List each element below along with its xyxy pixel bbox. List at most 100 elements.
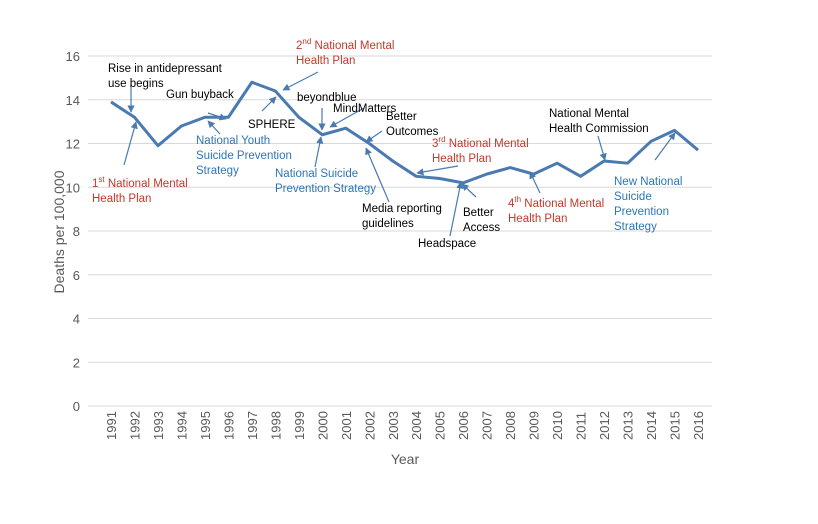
x-tick-label: 2008 xyxy=(503,411,518,440)
x-tick-label: 2002 xyxy=(362,411,377,440)
x-tick-label: 2011 xyxy=(574,412,589,440)
x-tick-label: 2005 xyxy=(433,411,448,440)
x-tick-label: 1996 xyxy=(221,411,236,440)
annotation: MindMatters xyxy=(329,103,397,128)
series-line xyxy=(110,80,699,185)
annotation-arrow xyxy=(597,135,607,161)
annotation-arrow xyxy=(123,121,138,166)
y-tick-label: 10 xyxy=(66,180,80,195)
annotation-text: 4th National Mental xyxy=(508,195,604,210)
x-tick-label: 2006 xyxy=(456,411,471,440)
y-tick-label: 8 xyxy=(73,224,80,239)
x-tick-label: 1992 xyxy=(127,411,142,440)
annotation-arrow xyxy=(282,71,319,91)
data-points xyxy=(110,82,699,183)
y-tick-label: 14 xyxy=(66,93,80,108)
x-tick-label: 2001 xyxy=(339,411,354,440)
annotation: 1st National Mental Health Plan xyxy=(92,121,188,205)
annotation-text: Prevention Strategy xyxy=(275,183,376,195)
annotation-text: beyondblue xyxy=(297,92,356,104)
y-tick-label: 16 xyxy=(66,49,80,64)
annotation-arrow xyxy=(207,120,221,135)
annotation-text: use begins xyxy=(108,78,164,90)
annotation-arrow xyxy=(207,112,227,121)
annotation: National Youth Suicide Prevention Strategy xyxy=(196,120,292,177)
annotation-text: SPHERE xyxy=(248,119,296,131)
annotation-text: Health Plan xyxy=(296,55,355,67)
annotation-arrow xyxy=(461,183,477,198)
x-tick-label: 2004 xyxy=(409,411,424,440)
x-tick-label: 2000 xyxy=(315,411,330,440)
annotation: Better Outcomes xyxy=(365,111,439,143)
annotation-text: New National xyxy=(614,176,682,188)
annotation-text: Rise in antidepressant xyxy=(108,63,223,75)
x-tick-label: 2012 xyxy=(597,411,612,440)
annotation-text: Strategy xyxy=(614,221,657,233)
annotation-text: National Suicide xyxy=(275,168,358,180)
annotation-text: Health Plan xyxy=(508,213,567,225)
y-tick-label: 0 xyxy=(73,399,80,414)
annotation: Gun buyback xyxy=(166,89,234,121)
x-tick-label: 2013 xyxy=(621,411,636,440)
annotation-arrow xyxy=(529,171,541,194)
x-tick-label: 1994 xyxy=(174,411,189,440)
annotation: New National Suicide Prevention Strategy xyxy=(614,132,682,233)
annotation: 4th National Mental Health Plan xyxy=(508,171,604,225)
annotation: Rise in antidepressant use begins xyxy=(108,63,223,113)
annotation-text: 3rd National Mental xyxy=(432,135,529,150)
annotation: 3rd National Mental Health Plan xyxy=(416,135,529,176)
x-tick-label: 2009 xyxy=(527,411,542,440)
y-tick-label: 2 xyxy=(73,355,80,370)
y-tick-label: 12 xyxy=(66,137,80,152)
annotation-text: guidelines xyxy=(362,218,414,230)
gridlines xyxy=(88,55,712,407)
annotation-text: 2nd National Mental xyxy=(296,37,394,52)
annotation-arrow xyxy=(329,107,365,128)
annotation-text: Better xyxy=(386,111,417,123)
annotation: Headspace xyxy=(418,181,476,250)
annotation-text: National Youth xyxy=(196,135,270,147)
x-tick-label: 1995 xyxy=(198,411,213,440)
x-tick-label: 1999 xyxy=(292,411,307,440)
annotation-text: Health Plan xyxy=(92,193,151,205)
x-tick-label: 2007 xyxy=(480,411,495,440)
x-axis-ticks: 1991 1992 1993 1994 1995 1996 1997 1998 1999 2000… xyxy=(104,411,706,440)
annotation-text: Health Commission xyxy=(549,123,649,135)
y-axis-label: Deaths per 100,000 xyxy=(51,170,67,293)
annotation-text: Suicide xyxy=(614,191,652,203)
annotation: 2nd National Mental Health Plan xyxy=(282,37,394,91)
x-tick-label: 1993 xyxy=(151,411,166,440)
annotation: beyondblue xyxy=(297,92,356,131)
x-tick-label: 1998 xyxy=(268,411,283,440)
x-tick-label: 2015 xyxy=(668,411,683,440)
annotation-arrow xyxy=(261,96,277,112)
x-axis-label: Year xyxy=(391,451,420,467)
x-tick-label: 2014 xyxy=(644,411,659,440)
annotation-arrow xyxy=(365,130,383,143)
x-tick-label: 2010 xyxy=(550,411,565,440)
annotation-text: Health Plan xyxy=(432,153,491,165)
annotation-text: 1st National Mental xyxy=(92,175,188,190)
annotation: SPHERE xyxy=(248,96,296,131)
annotation-text: Prevention xyxy=(614,206,669,218)
x-tick-label: 2016 xyxy=(691,411,706,440)
x-tick-label: 2003 xyxy=(386,411,401,440)
y-tick-label: 6 xyxy=(73,268,80,283)
x-tick-label: 1991 xyxy=(104,411,119,440)
annotation-text: Headspace xyxy=(418,238,476,250)
annotation-text: Better xyxy=(463,207,494,219)
annotation-arrow xyxy=(416,165,459,176)
y-tick-label: 4 xyxy=(73,312,80,327)
annotation-text: Suicide Prevention xyxy=(196,150,292,162)
annotation-text: National Mental xyxy=(549,108,629,120)
annotation-arrow xyxy=(365,147,390,203)
annotation: Media reporting guidelines xyxy=(362,147,442,230)
annotation-text: Access xyxy=(463,222,500,234)
annotation-arrow xyxy=(314,136,324,168)
annotation: National Suicide Prevention Strategy xyxy=(275,136,376,195)
annotations: Rise in antidepressant use begins 1st Nati… xyxy=(92,37,682,250)
annotation-text: Media reporting xyxy=(362,203,442,215)
y-axis-ticks: 0 2 4 6 8 10 12 14 16 xyxy=(66,49,80,414)
